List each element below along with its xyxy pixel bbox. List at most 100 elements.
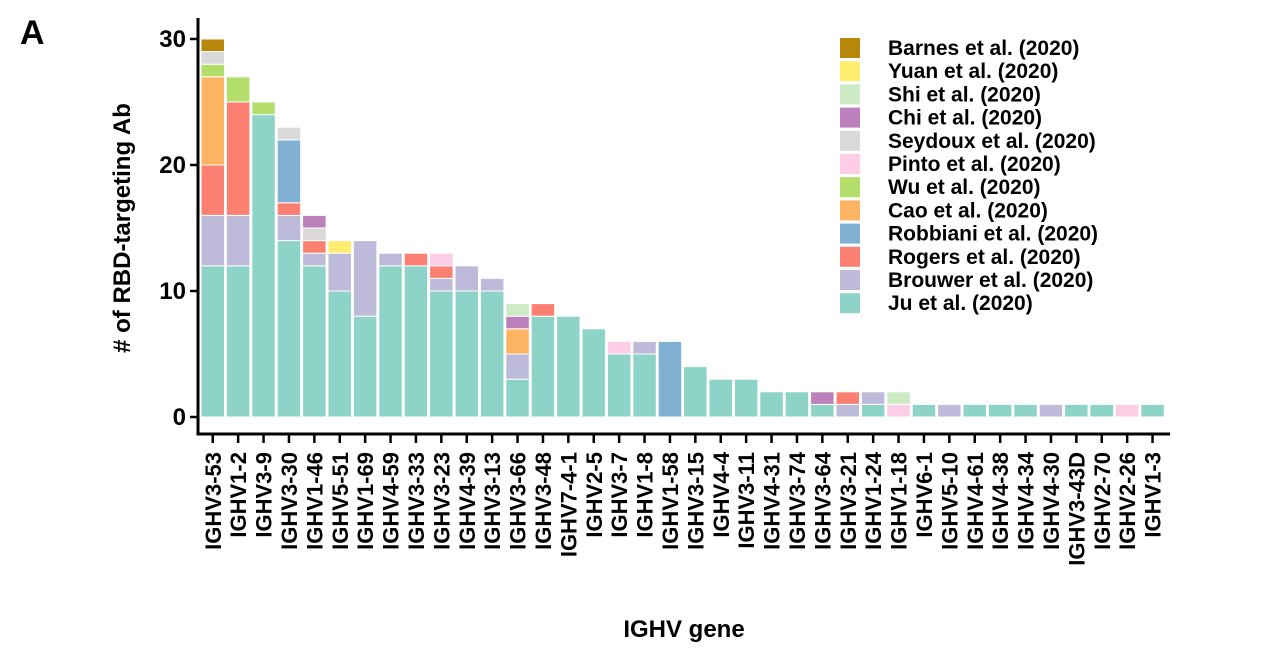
x-tick-label: IGHV3-43D: [1064, 452, 1089, 566]
legend-label: Wu et al. (2020): [888, 176, 1041, 199]
x-tick-label: IGHV3-23: [429, 452, 454, 550]
x-tick-label: IGHV1-3: [1141, 452, 1166, 538]
bar-segment: [225, 214, 251, 267]
legend-label: Rogers et al. (2020): [888, 246, 1081, 269]
x-tick-label: IGHV2-26: [1115, 452, 1140, 550]
bar-segment: [632, 340, 657, 355]
bar-segment: [708, 378, 733, 418]
x-tick-label: IGHV4-59: [379, 452, 404, 550]
x-tick-label: IGHV3-7: [607, 452, 632, 538]
x-tick-label: IGHV3-13: [480, 452, 505, 550]
bar-segment: [276, 126, 302, 141]
bar-segment: [276, 214, 302, 242]
bar-segment: [276, 139, 302, 204]
bar-segment: [302, 227, 327, 242]
x-tick-label: IGHV2-70: [1090, 452, 1115, 550]
bar-segment: [378, 265, 403, 418]
bar-segment: [403, 265, 429, 418]
bar-segment: [1038, 403, 1064, 418]
bar-segment: [378, 252, 403, 267]
bar-segment: [327, 290, 352, 418]
x-tick-label: IGHV3-15: [683, 452, 708, 550]
legend-swatch: [840, 270, 860, 290]
bar-segment: [479, 277, 505, 292]
legend-label: Barnes et al. (2020): [888, 37, 1079, 60]
bar-segment: [835, 403, 860, 418]
x-tick-label: IGHV1-46: [302, 452, 327, 550]
x-tick-label: IGHV4-31: [760, 452, 785, 550]
x-tick-label: IGHV4-4: [709, 451, 734, 537]
bar-segment: [200, 63, 225, 78]
bar-segment: [835, 391, 860, 405]
x-tick-label: IGHV6-1: [912, 452, 937, 538]
legend-swatch: [840, 246, 860, 267]
y-axis-title: # of RBD-targeting Ab: [109, 103, 136, 353]
legend-label: Chi et al. (2020): [888, 107, 1042, 130]
bar-segment: [200, 265, 225, 418]
bar-segment: [632, 353, 657, 418]
legend-label: Cao et al. (2020): [888, 199, 1048, 222]
bar-segment: [556, 315, 581, 418]
x-tick-label: IGHV3-66: [506, 452, 531, 550]
bar-segment: [302, 240, 327, 254]
x-tick-label: IGHV3-53: [201, 452, 226, 550]
bar-segment: [1114, 403, 1140, 418]
bar-segment: [1013, 403, 1038, 418]
bar-segment: [251, 101, 276, 116]
bar-segment: [429, 290, 454, 418]
bar-segment: [225, 76, 251, 103]
x-tick-label: IGHV4-61: [963, 452, 988, 550]
legend-swatch: [840, 223, 860, 244]
legend-label: Yuan et al. (2020): [888, 60, 1058, 83]
x-axis-title: IGHV gene: [623, 616, 744, 643]
x-tick-label: IGHV3-9: [252, 452, 277, 538]
y-tick-label: 0: [173, 404, 186, 431]
bar-segment: [479, 290, 505, 418]
bar-segment: [530, 315, 556, 418]
x-tick-label: IGHV1-24: [861, 451, 886, 550]
bar-segment: [352, 315, 378, 418]
bar-segment: [606, 353, 632, 418]
bar-segment: [429, 265, 454, 279]
bar-segment: [657, 340, 683, 418]
bar-segment: [429, 252, 454, 267]
legend-label: Shi et al. (2020): [888, 83, 1041, 106]
legend-swatch: [840, 38, 860, 58]
bar-segment: [1089, 403, 1114, 418]
x-tick-label: IGHV3-48: [531, 452, 556, 550]
bar-segment: [200, 164, 225, 216]
bar-segment: [810, 403, 835, 418]
x-tick-label: IGHV4-39: [455, 452, 480, 550]
x-tick-label: IGHV5-51: [328, 452, 353, 550]
bar-segment: [225, 265, 251, 418]
bar-segment: [327, 240, 352, 254]
bar-segment: [200, 51, 225, 65]
x-tick-label: IGHV1-69: [353, 452, 378, 550]
legend-swatch: [840, 154, 860, 174]
legend-label: Brouwer et al. (2020): [888, 269, 1093, 292]
bar-segment: [505, 315, 530, 330]
bar-segment: [302, 214, 327, 229]
x-tick-label: IGHV3-11: [734, 452, 759, 549]
bar-segment: [733, 378, 759, 418]
bar-segment: [200, 76, 225, 166]
legend-label: Ju et al. (2020): [888, 292, 1033, 315]
legend-label: Seydoux et al. (2020): [888, 130, 1096, 153]
bar-segment: [860, 391, 886, 405]
x-tick-label: IGHV3-64: [810, 451, 835, 550]
legend: Barnes et al. (2020)Yuan et al. (2020)Sh…: [840, 37, 1098, 315]
bar-segment: [200, 214, 225, 267]
bar-segment: [810, 391, 835, 405]
bar-segment: [784, 391, 810, 418]
legend-swatch: [840, 293, 860, 314]
legend-swatch: [840, 61, 860, 82]
bar-segment: [759, 391, 784, 418]
x-tick-label: IGHV1-8: [633, 452, 658, 538]
x-tick-label: IGHV3-33: [404, 452, 429, 550]
x-tick-label: IGHV4-38: [988, 452, 1013, 550]
x-tick-label: IGHV1-2: [226, 452, 251, 538]
legend-swatch: [840, 177, 860, 198]
legend-label: Pinto et al. (2020): [888, 153, 1061, 176]
bar-segment: [327, 252, 352, 292]
